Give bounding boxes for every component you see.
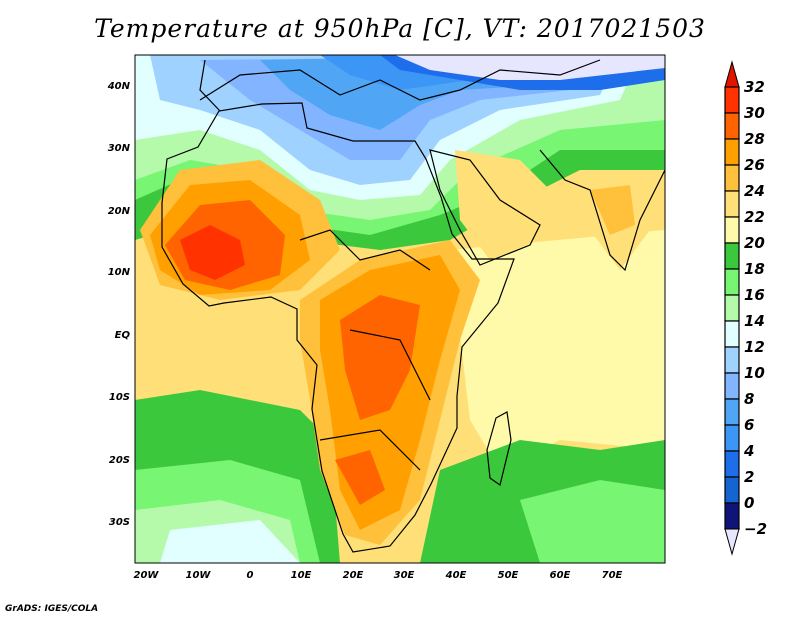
colorbar-swatch xyxy=(724,346,740,374)
colorbar-label: 0 xyxy=(744,494,754,512)
colorbar-over-triangle xyxy=(724,60,740,88)
lon-label: 0 xyxy=(247,570,254,581)
lat-label: 20S xyxy=(109,455,130,466)
colorbar-swatch xyxy=(724,320,740,348)
map-frame xyxy=(134,54,666,564)
colorbar-label: 8 xyxy=(744,390,754,408)
colorbar-label: 2 xyxy=(744,468,754,486)
colorbar-label: 28 xyxy=(744,130,765,148)
lat-label: 20N xyxy=(108,206,131,217)
colorbar-swatch xyxy=(724,476,740,504)
lon-label: 60E xyxy=(550,570,571,581)
colorbar-swatch xyxy=(724,424,740,452)
colorbar-label: 30 xyxy=(744,104,765,122)
colorbar-label: 4 xyxy=(743,442,754,460)
colorbar-swatch xyxy=(724,86,740,114)
colorbar-swatch xyxy=(724,294,740,322)
lon-label: 10E xyxy=(291,570,312,581)
lat-label: EQ xyxy=(115,330,131,341)
lon-label: 40E xyxy=(445,570,467,581)
lon-label: 20W xyxy=(134,570,160,581)
grads-credit: GrADS: IGES/COLA xyxy=(5,604,99,614)
colorbar-swatch xyxy=(724,164,740,192)
colorbar-swatch xyxy=(724,398,740,426)
lat-label: 30N xyxy=(108,143,131,154)
colorbar-swatch xyxy=(724,216,740,244)
colorbar-label: 22 xyxy=(744,208,765,226)
colorbar-swatch xyxy=(724,372,740,400)
lon-label: 70E xyxy=(602,570,623,581)
colorbar-under-triangle xyxy=(724,528,740,556)
colorbar-swatch xyxy=(724,242,740,270)
coastlines xyxy=(161,59,665,553)
colorbar-swatch xyxy=(724,502,740,530)
colorbar-label: 18 xyxy=(744,260,765,278)
colorbar-label: 32 xyxy=(744,78,765,96)
colorbar-label: 12 xyxy=(744,338,765,356)
lon-label: 10W xyxy=(186,570,212,581)
colorbar-swatch xyxy=(724,268,740,296)
lon-label: 50E xyxy=(498,570,519,581)
colorbar-label: 24 xyxy=(744,182,765,200)
colorbar-label: 16 xyxy=(744,286,765,304)
lat-axis-labels: 40N 30N 20N 10N EQ 10S 20S 30S xyxy=(107,81,131,528)
temperature-field xyxy=(135,55,665,563)
colorbar-label: 6 xyxy=(744,416,754,434)
colorbar-swatch xyxy=(724,138,740,166)
colorbar-label: 10 xyxy=(744,364,765,382)
map-title: Temperature at 950hPa [C], VT: 201702150… xyxy=(94,14,706,43)
lon-label: 20E xyxy=(343,570,364,581)
colorbar-swatch xyxy=(724,112,740,140)
colorbar-label: 20 xyxy=(744,234,765,252)
colorbar-swatch xyxy=(724,450,740,478)
lat-label: 30S xyxy=(109,517,130,528)
lat-label: 40N xyxy=(107,81,131,92)
colorbar-label: −2 xyxy=(744,520,767,538)
colorbar-label: 14 xyxy=(744,312,765,330)
colorbar-swatch xyxy=(724,190,740,218)
lon-label: 30E xyxy=(394,570,415,581)
colorbar-label: 26 xyxy=(744,156,765,174)
lat-label: 10S xyxy=(109,392,130,403)
lon-axis-labels: 20W 10W 0 10E 20E 30E 40E 50E 60E 70E xyxy=(134,570,623,581)
lat-label: 10N xyxy=(108,267,131,278)
